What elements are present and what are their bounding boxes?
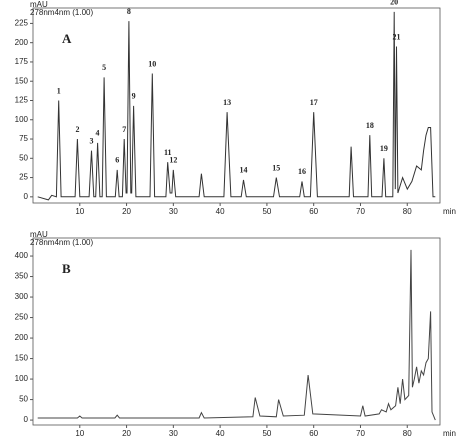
x-tick-label: 10 <box>75 429 84 438</box>
peak-label: 7 <box>122 125 126 134</box>
peak-label: 15 <box>272 163 280 172</box>
peak-label: 20 <box>390 0 398 7</box>
y-tick-label: 0 <box>24 415 29 424</box>
x-tick-label: 30 <box>169 207 178 216</box>
x-tick-label: 50 <box>262 429 271 438</box>
peak-label: 10 <box>148 59 156 68</box>
peak-label: 21 <box>392 32 400 41</box>
x-tick-label: 20 <box>122 429 131 438</box>
x-tick-label: 80 <box>403 207 412 216</box>
peak-label: 5 <box>102 63 106 72</box>
x-tick-label: 40 <box>216 207 225 216</box>
y-tick-label: 300 <box>15 292 29 301</box>
x-tick-label: 60 <box>309 207 318 216</box>
x-tick-label: 70 <box>356 207 365 216</box>
y-tick-label: 100 <box>15 115 29 124</box>
x-tick-label: 80 <box>403 429 412 438</box>
peak-label: 2 <box>75 125 79 134</box>
y-tick-label: 150 <box>15 354 29 363</box>
trace <box>37 11 436 201</box>
x-tick-label: 60 <box>309 429 318 438</box>
y-tick-label: 75 <box>19 134 28 143</box>
y-tick-label: 400 <box>15 251 29 260</box>
peak-label: 11 <box>164 148 172 157</box>
peak-label: 8 <box>127 7 131 16</box>
plot-frame <box>32 237 441 426</box>
y-unit: mAU <box>30 230 48 239</box>
plot-frame <box>32 7 441 204</box>
channel-label: 278nm4nm (1.00) <box>30 8 93 17</box>
trace <box>37 249 436 421</box>
peak-label: 19 <box>380 144 388 153</box>
x-tick-label: 40 <box>216 429 225 438</box>
y-tick-label: 225 <box>15 19 29 28</box>
x-tick-label: 20 <box>122 207 131 216</box>
peak-label: 1 <box>57 86 61 95</box>
peak-label: 18 <box>366 121 374 130</box>
x-tick-label: 10 <box>75 207 84 216</box>
panel-label: B <box>62 261 71 276</box>
peak-label: 14 <box>240 166 248 175</box>
x-unit: min <box>443 429 456 438</box>
peak-label: 16 <box>298 167 306 176</box>
y-tick-label: 125 <box>15 96 29 105</box>
y-tick-label: 150 <box>15 76 29 85</box>
peak-label: 3 <box>89 136 93 145</box>
y-tick-label: 175 <box>15 57 29 66</box>
x-tick-label: 30 <box>169 429 178 438</box>
y-tick-label: 0 <box>24 192 29 201</box>
y-tick-label: 25 <box>19 173 28 182</box>
y-tick-label: 200 <box>15 38 29 47</box>
y-unit: mAU <box>30 0 48 9</box>
peak-label: 13 <box>223 98 231 107</box>
peak-label: 4 <box>96 129 100 138</box>
y-tick-label: 250 <box>15 313 29 322</box>
peak-label: 9 <box>132 92 136 101</box>
y-tick-label: 50 <box>19 395 28 404</box>
channel-label: 278nm4nm (1.00) <box>30 238 93 247</box>
peak-label: 12 <box>169 156 177 165</box>
peak-label: 6 <box>115 156 119 165</box>
y-tick-label: 350 <box>15 272 29 281</box>
y-tick-label: 200 <box>15 333 29 342</box>
panel-label: A <box>62 31 72 46</box>
x-tick-label: 70 <box>356 429 365 438</box>
x-tick-label: 50 <box>262 207 271 216</box>
x-unit: min <box>443 207 456 216</box>
y-tick-label: 50 <box>19 153 28 162</box>
y-tick-label: 100 <box>15 374 29 383</box>
peak-label: 17 <box>310 98 318 107</box>
